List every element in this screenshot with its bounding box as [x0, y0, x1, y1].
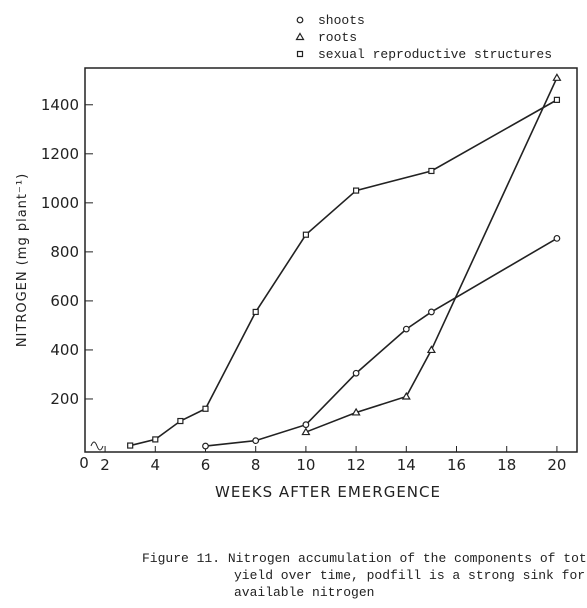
legend-marker [295, 32, 305, 41]
x-tick-label: 2 [100, 456, 110, 474]
y-tick-label: 600 [50, 292, 79, 310]
data-point [352, 369, 360, 377]
data-point [127, 442, 134, 449]
x-tick-label: 10 [296, 456, 315, 474]
data-point [202, 442, 209, 450]
data-point [301, 427, 311, 436]
y-tick-label: 1200 [41, 145, 79, 163]
x-tick-label: 14 [397, 456, 416, 474]
legend-marker [296, 50, 304, 58]
data-point [552, 73, 562, 81]
x-tick-label: 8 [251, 456, 261, 474]
caption-line: yield over time, podfill is a strong sin… [234, 568, 585, 583]
x-tick-label: 20 [547, 456, 566, 474]
axis-break [90, 441, 104, 451]
legend-marker [296, 16, 304, 24]
data-point [302, 421, 310, 429]
x-tick-label: 4 [151, 456, 161, 474]
axis-break-label: 0 [79, 454, 89, 472]
data-point [351, 407, 361, 416]
data-point [353, 187, 360, 194]
legend-label: roots [318, 30, 357, 45]
y-axis-label: NITROGEN (mg plant⁻¹) [15, 173, 30, 347]
y-tick-label: 1400 [41, 96, 79, 114]
data-point [553, 96, 561, 103]
data-point [252, 437, 260, 445]
caption-line: available nitrogen [234, 585, 374, 600]
plot-frame [84, 67, 578, 453]
legend-label: shoots [318, 13, 365, 28]
y-tick-label: 1000 [41, 194, 79, 212]
y-tick-label: 200 [50, 390, 79, 408]
data-point [152, 436, 159, 443]
x-tick-label: 18 [497, 456, 516, 474]
series-line [305, 77, 558, 433]
y-tick-label: 800 [50, 243, 79, 261]
series-line [129, 99, 558, 447]
x-tick-label: 12 [347, 456, 366, 474]
x-tick-label: 16 [447, 456, 466, 474]
data-point [553, 234, 561, 242]
data-point [252, 308, 259, 316]
legend-label: sexual reproductive structures [318, 47, 552, 62]
data-point [202, 405, 209, 412]
data-point [177, 417, 184, 425]
x-axis-label: WEEKS AFTER EMERGENCE [215, 483, 441, 501]
data-point [426, 345, 436, 354]
data-point [402, 325, 410, 333]
data-point [401, 391, 411, 400]
y-tick-label: 400 [50, 341, 79, 359]
caption-line: Figure 11. Nitrogen accumulation of the … [142, 551, 587, 566]
data-point [302, 231, 309, 238]
x-tick-label: 6 [201, 456, 211, 474]
data-point [428, 308, 435, 316]
series-line [205, 237, 558, 447]
data-point [428, 167, 435, 175]
